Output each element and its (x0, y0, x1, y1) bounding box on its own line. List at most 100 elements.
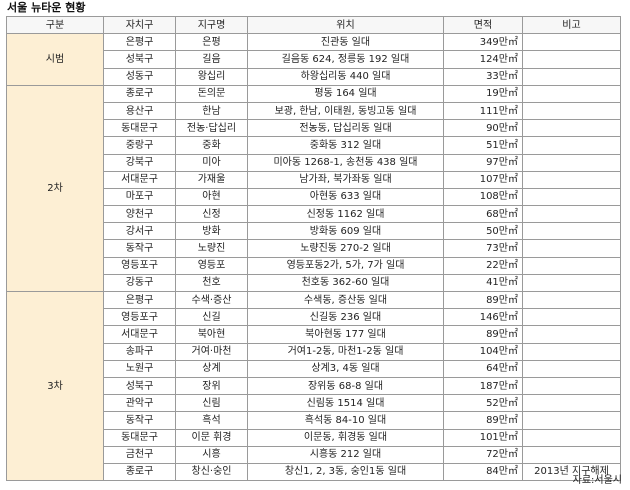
cell-note (523, 120, 621, 137)
cell-district: 흑석 (176, 412, 248, 429)
header-gu: 자치구 (104, 17, 176, 34)
cell-location: 영등포동2가, 5가, 7가 일대 (248, 257, 444, 274)
header-district: 지구명 (176, 17, 248, 34)
cell-district: 신정 (176, 206, 248, 223)
cell-location: 거여1-2동, 마천1-2동 일대 (248, 343, 444, 360)
cell-gu: 강북구 (104, 154, 176, 171)
cell-area: 89만㎡ (444, 292, 523, 309)
cell-area: 64만㎡ (444, 360, 523, 377)
table-body: 시범 은평구 은평 진관동 일대 349만㎡ 성북구 길음 길음동 624, 정릉동 192 … (7, 34, 621, 481)
cell-note (523, 377, 621, 394)
cell-area: 97만㎡ (444, 154, 523, 171)
cell-area: 89만㎡ (444, 412, 523, 429)
header-note: 비고 (523, 17, 621, 34)
cell-location: 아현동 633 일대 (248, 188, 444, 205)
cell-area: 33만㎡ (444, 68, 523, 85)
cell-location: 남가좌, 북가좌동 일대 (248, 171, 444, 188)
cell-location: 흑석동 84-10 일대 (248, 412, 444, 429)
cell-area: 50만㎡ (444, 223, 523, 240)
cell-gu: 송파구 (104, 343, 176, 360)
cell-note (523, 154, 621, 171)
cell-district: 아현 (176, 188, 248, 205)
cell-note (523, 51, 621, 68)
cell-area: 68만㎡ (444, 206, 523, 223)
cell-area: 73만㎡ (444, 240, 523, 257)
cell-area: 84만㎡ (444, 463, 523, 480)
cell-district: 영등포 (176, 257, 248, 274)
cell-note (523, 188, 621, 205)
cell-location: 창신1, 2, 3동, 숭인1동 일대 (248, 463, 444, 480)
cell-area: 101만㎡ (444, 429, 523, 446)
cell-location: 미아동 1268-1, 송천동 438 일대 (248, 154, 444, 171)
cell-area: 108만㎡ (444, 188, 523, 205)
cell-note (523, 257, 621, 274)
cell-note (523, 429, 621, 446)
cell-district: 전농·답십리 (176, 120, 248, 137)
cell-gu: 은평구 (104, 34, 176, 51)
group-label: 3차 (7, 292, 104, 481)
cell-location: 전농동, 답십리동 일대 (248, 120, 444, 137)
cell-area: 349만㎡ (444, 34, 523, 51)
cell-gu: 중랑구 (104, 137, 176, 154)
cell-district: 신림 (176, 395, 248, 412)
cell-gu: 성동구 (104, 68, 176, 85)
cell-note (523, 85, 621, 102)
source-note: 자료:서울시 (573, 474, 622, 487)
cell-gu: 동작구 (104, 412, 176, 429)
cell-district: 은평 (176, 34, 248, 51)
cell-gu: 강서구 (104, 223, 176, 240)
header-row: 구분 자치구 지구명 위치 면적 비고 (7, 17, 621, 34)
cell-district: 미아 (176, 154, 248, 171)
cell-district: 거여·마천 (176, 343, 248, 360)
cell-gu: 서대문구 (104, 171, 176, 188)
cell-note (523, 240, 621, 257)
cell-gu: 관악구 (104, 395, 176, 412)
cell-district: 신길 (176, 309, 248, 326)
table-title: 서울 뉴타운 현황 (7, 1, 86, 15)
cell-area: 52만㎡ (444, 395, 523, 412)
cell-district: 시흥 (176, 446, 248, 463)
group-label: 시범 (7, 34, 104, 86)
cell-district: 길음 (176, 51, 248, 68)
cell-note (523, 171, 621, 188)
cell-note (523, 137, 621, 154)
cell-location: 북아현동 177 일대 (248, 326, 444, 343)
cell-district: 상계 (176, 360, 248, 377)
cell-district: 왕십리 (176, 68, 248, 85)
cell-gu: 동대문구 (104, 120, 176, 137)
cell-district: 북아현 (176, 326, 248, 343)
cell-note (523, 412, 621, 429)
cell-location: 신정동 1162 일대 (248, 206, 444, 223)
cell-district: 돈의문 (176, 85, 248, 102)
cell-location: 이문동, 휘경동 일대 (248, 429, 444, 446)
cell-location: 평동 164 일대 (248, 85, 444, 102)
cell-area: 146만㎡ (444, 309, 523, 326)
cell-gu: 동작구 (104, 240, 176, 257)
cell-district: 장위 (176, 377, 248, 394)
cell-area: 104만㎡ (444, 343, 523, 360)
table-row: 시범 은평구 은평 진관동 일대 349만㎡ (7, 34, 621, 51)
cell-area: 51만㎡ (444, 137, 523, 154)
header-category: 구분 (7, 17, 104, 34)
header-area: 면적 (444, 17, 523, 34)
cell-gu: 성북구 (104, 377, 176, 394)
cell-note (523, 309, 621, 326)
cell-location: 진관동 일대 (248, 34, 444, 51)
cell-note (523, 343, 621, 360)
cell-gu: 금천구 (104, 446, 176, 463)
cell-location: 장위동 68-8 일대 (248, 377, 444, 394)
cell-location: 노량진동 270-2 일대 (248, 240, 444, 257)
cell-gu: 강동구 (104, 274, 176, 291)
table-row: 3차 은평구 수색·증산 수색동, 증산동 일대 89만㎡ (7, 292, 621, 309)
cell-area: 72만㎡ (444, 446, 523, 463)
cell-note (523, 274, 621, 291)
cell-district: 중화 (176, 137, 248, 154)
cell-area: 111만㎡ (444, 102, 523, 119)
cell-area: 124만㎡ (444, 51, 523, 68)
cell-location: 수색동, 증산동 일대 (248, 292, 444, 309)
cell-district: 천호 (176, 274, 248, 291)
cell-location: 신길동 236 일대 (248, 309, 444, 326)
cell-district: 방화 (176, 223, 248, 240)
cell-note (523, 68, 621, 85)
cell-area: 107만㎡ (444, 171, 523, 188)
